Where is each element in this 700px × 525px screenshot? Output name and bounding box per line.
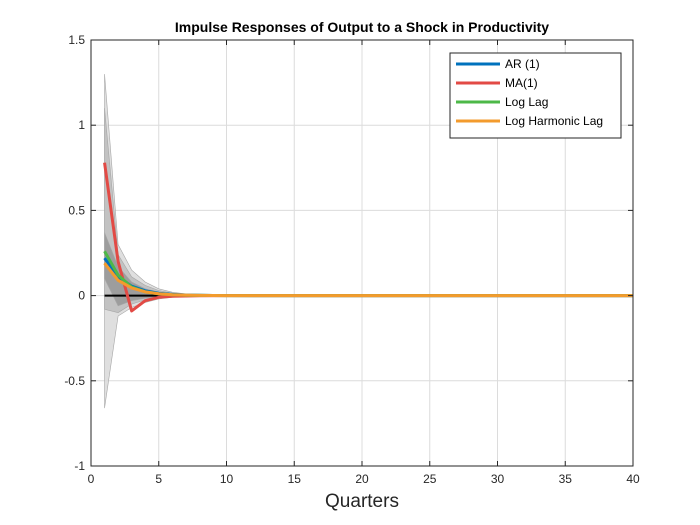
x-tick-label: 30 bbox=[491, 472, 505, 486]
x-tick-label: 25 bbox=[423, 472, 437, 486]
legend-entry-0: AR (1) bbox=[505, 57, 540, 71]
series-line-3 bbox=[103, 262, 633, 298]
x-tick-label: 20 bbox=[355, 472, 369, 486]
x-tick-label: 15 bbox=[288, 472, 302, 486]
y-tick-label: 1 bbox=[78, 118, 85, 132]
y-tick-label: -0.5 bbox=[64, 374, 85, 388]
y-tick-label: 0.5 bbox=[68, 203, 85, 217]
tick-layer: 0 5 10 15 20 25 30 35 40 -1 -0.5 0 0.5 1 1.5 bbox=[64, 33, 640, 486]
x-tick-label: 10 bbox=[220, 472, 234, 486]
legend-entry-3: Log Harmonic Lag bbox=[505, 114, 603, 128]
chart-title: Impulse Responses of Output to a Shock i… bbox=[175, 19, 549, 35]
x-tick-label: 35 bbox=[559, 472, 573, 486]
x-axis-label: Quarters bbox=[325, 491, 399, 512]
legend-entry-2: Log Lag bbox=[505, 95, 548, 109]
y-tick-label: -1 bbox=[74, 459, 85, 473]
x-tick-label: 40 bbox=[626, 472, 640, 486]
series-layer bbox=[103, 162, 633, 313]
x-tick-label: 5 bbox=[155, 472, 162, 486]
legend-box bbox=[449, 52, 622, 139]
y-tick-label: 0 bbox=[78, 289, 85, 303]
legend: AR (1) MA(1) Log Lag Log Harmonic Lag bbox=[449, 52, 622, 139]
legend-entry-1: MA(1) bbox=[505, 76, 538, 90]
y-tick-label: 1.5 bbox=[68, 33, 85, 47]
x-tick-label: 0 bbox=[88, 472, 95, 486]
